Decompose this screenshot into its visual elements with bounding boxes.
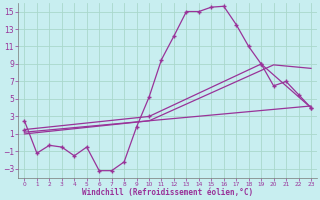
X-axis label: Windchill (Refroidissement éolien,°C): Windchill (Refroidissement éolien,°C) <box>82 188 253 197</box>
